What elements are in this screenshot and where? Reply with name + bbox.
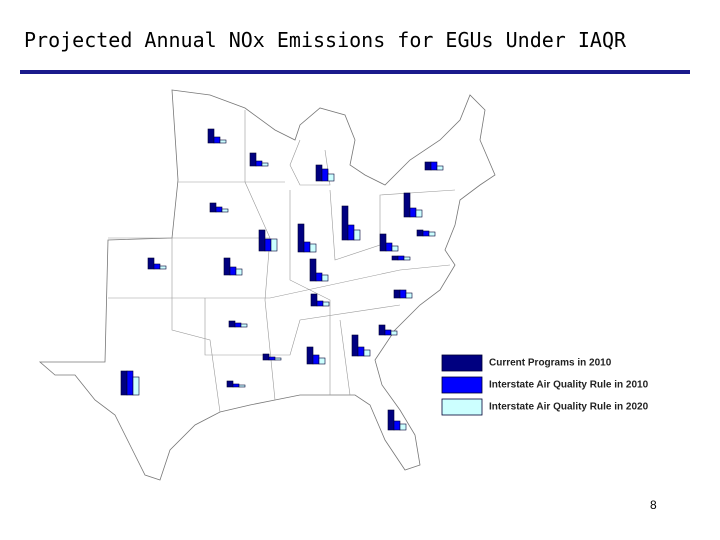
bar — [327, 173, 335, 182]
bar — [207, 128, 215, 144]
bar — [321, 168, 329, 182]
state-border — [244, 110, 276, 401]
bar — [309, 243, 317, 253]
bar — [357, 346, 365, 357]
bar — [234, 322, 242, 328]
bar — [384, 329, 392, 336]
bar — [258, 229, 266, 252]
bar — [316, 300, 324, 307]
legend-swatch — [441, 398, 483, 416]
bar — [378, 324, 386, 336]
bar — [126, 370, 134, 396]
bar — [315, 164, 323, 182]
legend-label: Current Programs in 2010 — [489, 358, 612, 369]
bar — [228, 320, 236, 328]
bar — [270, 238, 278, 252]
legend-swatch — [441, 354, 483, 372]
bar — [132, 376, 140, 396]
bar — [363, 349, 371, 357]
bar — [415, 209, 423, 218]
bar — [268, 356, 276, 361]
bar — [391, 245, 399, 252]
legend-swatch — [441, 376, 483, 394]
bar — [209, 202, 217, 213]
slide-title: Projected Annual NOx Emissions for EGUs … — [24, 28, 627, 52]
bar — [303, 241, 311, 253]
bar — [416, 229, 424, 237]
bar — [232, 383, 240, 388]
map-outline — [38, 89, 496, 481]
bar — [353, 229, 361, 241]
bar — [255, 160, 263, 167]
bar — [235, 268, 243, 276]
legend-label: Interstate Air Quality Rule in 2010 — [489, 380, 649, 391]
bar — [341, 205, 349, 241]
bar — [428, 231, 436, 237]
bar — [422, 230, 430, 237]
state-border — [339, 319, 351, 396]
bar — [120, 370, 128, 396]
bar — [318, 357, 326, 365]
bar — [221, 208, 229, 213]
bar — [226, 380, 234, 388]
bar — [405, 292, 413, 299]
bar — [261, 162, 269, 167]
bar — [315, 272, 323, 282]
bar — [393, 420, 401, 431]
bar — [309, 258, 317, 282]
title-rule — [20, 70, 690, 74]
state-border — [204, 298, 401, 356]
bar — [264, 238, 272, 252]
bar — [436, 165, 444, 171]
bar — [238, 384, 246, 388]
bar — [306, 346, 314, 365]
bar — [321, 274, 329, 282]
bar — [397, 255, 405, 261]
bar — [379, 233, 387, 252]
bar — [310, 293, 318, 307]
bar — [262, 353, 270, 361]
bar — [399, 289, 407, 299]
state-border — [289, 190, 331, 395]
bar — [387, 409, 395, 431]
bar — [347, 224, 355, 241]
bar — [312, 354, 320, 365]
bar — [215, 206, 223, 213]
bar — [229, 266, 237, 276]
bar — [240, 323, 248, 328]
bar — [223, 257, 231, 276]
state-border — [289, 139, 331, 186]
bar — [274, 357, 282, 361]
bar — [399, 423, 407, 431]
legend: Current Programs in 2010 Interstate Air Q… — [441, 354, 649, 416]
bar — [390, 330, 398, 336]
bar — [424, 161, 432, 171]
bar — [153, 263, 161, 270]
bar — [219, 139, 227, 144]
bar — [322, 301, 330, 307]
bar — [297, 223, 305, 253]
bar — [213, 136, 221, 144]
bar — [351, 334, 359, 357]
bar — [393, 289, 401, 299]
bar — [385, 242, 393, 252]
bar — [159, 265, 167, 270]
bar — [391, 255, 399, 261]
state-border — [171, 238, 221, 413]
bar — [403, 256, 411, 261]
page-number: 8 — [650, 498, 657, 512]
bar — [409, 207, 417, 218]
bar — [249, 152, 257, 167]
bar — [403, 192, 411, 218]
bar — [147, 257, 155, 270]
state-border — [108, 264, 451, 299]
bar — [430, 161, 438, 171]
legend-label: Interstate Air Quality Rule in 2020 — [489, 402, 649, 413]
